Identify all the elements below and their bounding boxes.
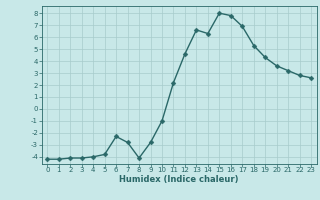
X-axis label: Humidex (Indice chaleur): Humidex (Indice chaleur) (119, 175, 239, 184)
